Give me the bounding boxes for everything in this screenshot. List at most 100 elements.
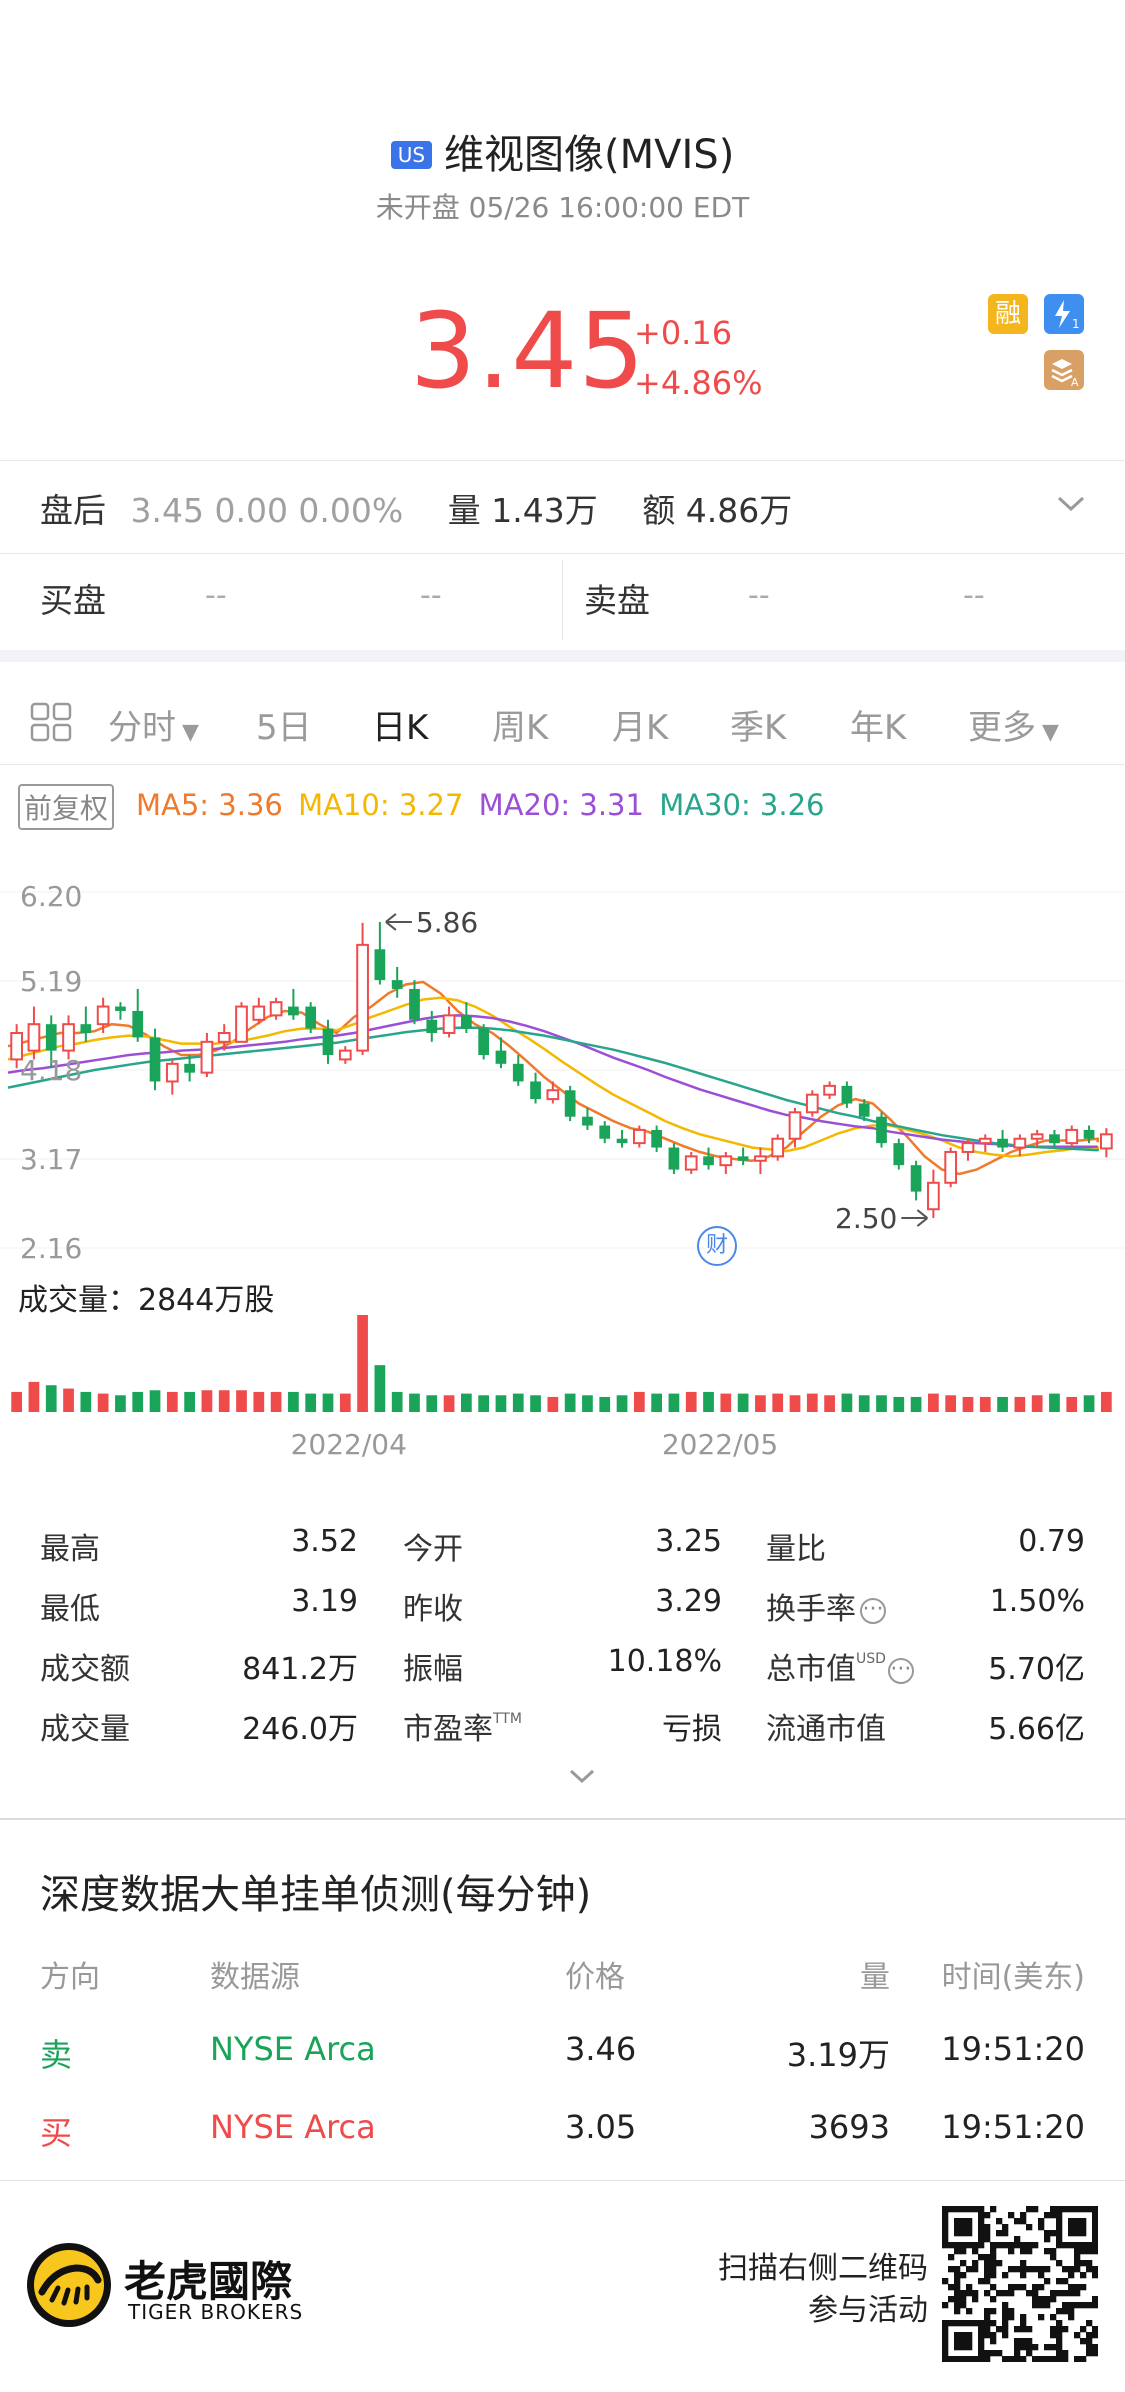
volume-bar xyxy=(305,1393,317,1412)
volume-bar xyxy=(1100,1391,1112,1412)
tab-monthly-k[interactable]: 月K xyxy=(612,708,669,748)
after-hours-row[interactable]: 盘后 3.45 0.00 0.00% 量 1.43万 额 4.86万 xyxy=(40,484,792,532)
candle-down xyxy=(564,1090,576,1117)
qr-code-icon[interactable] xyxy=(942,2206,1098,2362)
candle-down xyxy=(374,949,386,981)
qr-cta: 扫描右侧二维码 参与活动 xyxy=(640,2248,928,2332)
tab-5day[interactable]: 5日 xyxy=(256,708,312,748)
volume-bar xyxy=(11,1391,23,1412)
col-source: 数据源 xyxy=(210,1960,300,1995)
candle-down xyxy=(668,1147,680,1170)
expand-chevron-icon[interactable] xyxy=(567,1768,597,1790)
ma5-value: MA5: 3.36 xyxy=(136,788,283,822)
volume-bar xyxy=(858,1395,870,1412)
volume-caption: 成交量：2844万股 xyxy=(18,1275,274,1319)
candle-up xyxy=(805,1093,819,1114)
market-status: 未开盘 05/26 16:00:00 EDT xyxy=(375,191,750,224)
candle-down xyxy=(149,1037,161,1082)
candle-up xyxy=(62,1023,75,1052)
volume-bar xyxy=(876,1395,887,1412)
tab-quarterly-k[interactable]: 季K xyxy=(730,708,787,748)
tab-weekly-k[interactable]: 周K xyxy=(492,708,549,748)
candlestick-chart[interactable]: 6.20 5.19 4.18 3.17 2.16 5.86 2.50 2022/04 2022/… xyxy=(0,860,1125,1480)
candle-down xyxy=(115,1006,126,1011)
tab-yearly-k[interactable]: 年K xyxy=(850,708,907,748)
volume-bar xyxy=(806,1393,818,1412)
ah-volume-label: 量 xyxy=(447,491,481,530)
earnings-marker[interactable]: 财 xyxy=(697,1226,737,1266)
info-icon[interactable]: ··· xyxy=(860,1598,886,1624)
layers-a-icon[interactable]: A xyxy=(1044,350,1084,390)
level1-flash-icon[interactable]: 1 xyxy=(1044,294,1084,334)
high-marker: 5.86 xyxy=(416,906,478,939)
stat-volume-value: 246.0万 xyxy=(242,1712,358,1747)
ma30-line xyxy=(7,1026,1099,1152)
volume-bar xyxy=(270,1391,282,1412)
candle-down xyxy=(737,1156,749,1161)
price-adjust-toggle[interactable]: 前复权 xyxy=(18,784,115,830)
candle-down xyxy=(409,988,420,1020)
tab-intraday[interactable]: 分时 ▼ xyxy=(108,708,199,748)
order-qty: 3.19万 xyxy=(786,2036,890,2074)
ask-label: 卖盘 xyxy=(584,581,650,620)
volume-bar xyxy=(45,1385,57,1412)
low-marker: 2.50 xyxy=(835,1202,897,1235)
bid-ask-divider xyxy=(562,560,563,640)
candle-down xyxy=(45,1024,57,1051)
volume-bar xyxy=(910,1396,922,1412)
low-arrow xyxy=(901,1209,929,1227)
info-icon[interactable]: ··· xyxy=(887,1658,914,1684)
volume-bar xyxy=(824,1395,835,1412)
ma10-line xyxy=(7,996,1099,1158)
order-time: 19:51:20 xyxy=(941,2108,1085,2146)
volume-bar xyxy=(478,1395,490,1412)
col-price: 价格 xyxy=(565,1960,625,1995)
order-row[interactable]: 买 NYSE Arca 3.05 3693 19:51:20 xyxy=(0,2104,1125,2158)
ah-amount-label: 额 xyxy=(642,491,676,530)
order-price: 3.46 xyxy=(565,2030,637,2068)
volume-bar xyxy=(97,1393,109,1412)
stat-turnover-label: 换手率 ··· xyxy=(766,1584,886,1628)
volume-bar xyxy=(841,1393,853,1412)
order-source: NYSE Arca xyxy=(210,2030,376,2068)
volume-label: 成交量 xyxy=(18,1283,108,1318)
tab-daily-k[interactable]: 日K xyxy=(372,708,429,748)
volume-bar xyxy=(651,1393,662,1412)
volume-bar xyxy=(1049,1393,1060,1412)
tab-more[interactable]: 更多 ▼ xyxy=(968,708,1059,748)
bid-label: 买盘 xyxy=(40,581,106,620)
large-orders-title: 深度数据大单挂单侦测(每分钟) xyxy=(40,1872,592,1918)
candle-up xyxy=(927,1181,940,1211)
volume-bar xyxy=(339,1393,351,1412)
candle-down xyxy=(305,1006,317,1029)
candle-up xyxy=(823,1084,836,1096)
candle-up xyxy=(546,1089,560,1101)
grid-menu-icon[interactable] xyxy=(30,702,72,746)
candle-down xyxy=(478,1028,490,1056)
candle-down xyxy=(132,1010,144,1038)
stat-prev-close-label: 昨收 xyxy=(403,1592,463,1627)
candle-up xyxy=(754,1155,767,1162)
chevron-down-icon[interactable] xyxy=(1056,494,1086,518)
volume-bar xyxy=(893,1396,905,1412)
stat-float-cap-value: 5.66亿 xyxy=(988,1712,1085,1747)
candle-down xyxy=(599,1125,611,1139)
volume-bar xyxy=(80,1391,92,1412)
volume-bar xyxy=(1014,1396,1026,1412)
volume-bar xyxy=(703,1391,714,1412)
volume-bar xyxy=(789,1395,801,1412)
stat-high-label: 最高 xyxy=(40,1532,100,1567)
change-value: +0.16 xyxy=(634,314,733,352)
volume-bar xyxy=(184,1391,195,1412)
order-row[interactable]: 卖 NYSE Arca 3.46 3.19万 19:51:20 xyxy=(0,2026,1125,2080)
candle-down xyxy=(391,980,403,989)
after-hours-label: 盘后 xyxy=(40,491,106,530)
margin-icon[interactable]: 融 xyxy=(988,294,1028,334)
volume-bar xyxy=(547,1396,559,1412)
candle-down xyxy=(80,1024,92,1033)
volume-bar xyxy=(461,1393,472,1412)
candle-down xyxy=(893,1143,905,1166)
candle-up xyxy=(217,1031,231,1043)
volume-bar xyxy=(443,1395,455,1412)
candle-down xyxy=(322,1028,334,1056)
